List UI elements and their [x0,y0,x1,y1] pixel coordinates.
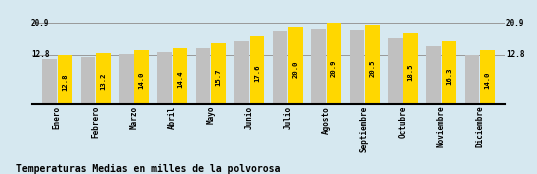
Text: 20.0: 20.0 [292,61,299,78]
Bar [157,52,172,104]
Text: 20.9: 20.9 [331,59,337,77]
Text: 12.8: 12.8 [31,50,49,59]
Bar [173,48,187,104]
Bar [234,41,249,104]
Bar [403,33,418,104]
Bar [196,48,211,104]
Text: 17.6: 17.6 [254,65,260,82]
Bar [388,38,403,104]
Text: 12.8: 12.8 [62,73,68,91]
Text: 16.3: 16.3 [446,67,452,85]
Text: 18.5: 18.5 [408,63,413,81]
Bar [134,50,149,104]
Bar [119,54,134,104]
Bar [350,30,364,104]
Bar [288,27,303,104]
Text: 14.4: 14.4 [177,70,183,88]
Bar [311,29,326,104]
Bar [57,55,72,104]
Bar [81,57,95,104]
Bar [42,59,57,104]
Bar [442,41,456,104]
Text: 20.5: 20.5 [369,60,375,77]
Text: Temperaturas Medias en milles de la polvorosa: Temperaturas Medias en milles de la polv… [16,164,280,174]
Bar [426,46,441,104]
Text: 13.2: 13.2 [100,73,106,90]
Bar [365,25,380,104]
Bar [480,50,495,104]
Bar [273,31,287,104]
Bar [211,43,226,104]
Text: 20.9: 20.9 [506,19,525,28]
Text: 14.0: 14.0 [139,71,144,89]
Text: 14.0: 14.0 [484,71,490,89]
Bar [96,53,111,104]
Bar [250,36,264,104]
Text: 15.7: 15.7 [215,68,222,86]
Text: 12.8: 12.8 [506,50,525,59]
Text: 20.9: 20.9 [31,19,49,28]
Bar [326,23,341,104]
Bar [465,55,480,104]
